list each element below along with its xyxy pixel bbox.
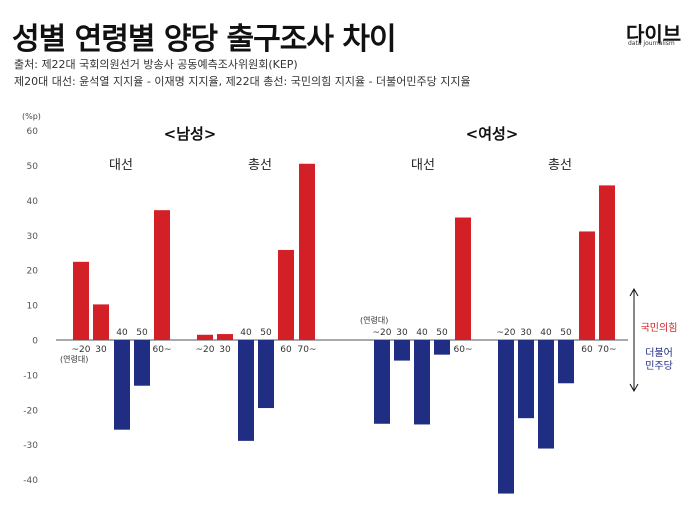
category-label: ~20	[196, 345, 215, 355]
panel-title: <남성>	[164, 125, 217, 143]
bar	[518, 340, 534, 419]
group-label: 대선	[109, 158, 133, 173]
bar	[374, 340, 390, 424]
category-label: 40	[240, 328, 252, 338]
category-label: 40	[116, 328, 128, 338]
category-label: ~20	[497, 328, 516, 338]
category-label: 60	[280, 345, 292, 355]
bar	[579, 231, 595, 340]
y-tick-label: -40	[23, 476, 38, 486]
y-tick-label: -30	[23, 441, 38, 451]
bar	[299, 163, 315, 340]
age-group-label: (연령대)	[60, 355, 88, 364]
category-label: 60	[581, 345, 593, 355]
bar	[434, 340, 450, 355]
y-tick-label: -20	[23, 406, 38, 416]
panel-title: <여성>	[466, 125, 519, 143]
bar	[455, 217, 471, 340]
bar	[217, 334, 233, 340]
category-label: 50	[560, 328, 572, 338]
bar	[538, 340, 554, 449]
y-tick-label: 10	[27, 302, 39, 312]
category-label: 60~	[153, 345, 172, 355]
y-tick-label: 0	[32, 337, 38, 347]
bar	[414, 340, 430, 425]
bar	[599, 185, 615, 340]
bar	[394, 340, 410, 361]
category-label: 40	[416, 328, 428, 338]
bar	[134, 340, 150, 386]
y-tick-label: 50	[27, 162, 39, 172]
y-tick-label: 60	[27, 127, 39, 137]
legend-negative-label: 민주당	[645, 360, 673, 372]
category-label: 50	[436, 328, 448, 338]
bar	[73, 261, 89, 340]
group-label: 총선	[248, 158, 272, 173]
y-tick-label: 20	[27, 267, 39, 277]
bar	[154, 210, 170, 340]
bar	[498, 340, 514, 494]
brand-logo-sub: data journalism	[628, 40, 675, 47]
category-label: 50	[136, 328, 148, 338]
category-label: 50	[260, 328, 272, 338]
bar	[238, 340, 254, 441]
page-title: 성별 연령별 양당 출구조사 차이	[12, 22, 397, 57]
source-note: 출처: 제22대 국회의원선거 방송사 공동예측조사위원회(KEP)	[14, 58, 298, 71]
category-label: 30	[95, 345, 107, 355]
metric-note: 제20대 대선: 윤석열 지지율 - 이재명 지지율, 제22대 총선: 국민의…	[14, 75, 471, 88]
category-label: ~20	[72, 345, 91, 355]
category-label: 70~	[298, 345, 317, 355]
y-tick-label: 40	[27, 197, 39, 207]
category-label: 30	[520, 328, 532, 338]
brand-logo: 다이브	[626, 22, 682, 46]
y-axis-unit-label: (%p)	[22, 112, 41, 121]
legend-positive-label: 국민의힘	[641, 322, 678, 334]
category-label: 40	[540, 328, 552, 338]
y-tick-label: -10	[23, 371, 38, 381]
legend-negative-label: 더불어	[645, 347, 673, 359]
category-label: 70~	[598, 345, 617, 355]
bar	[278, 249, 294, 340]
legend-arrow-down-head	[629, 383, 639, 393]
category-label: 60~	[454, 345, 473, 355]
bar	[197, 334, 213, 340]
age-group-label: (연령대)	[360, 316, 388, 325]
category-label: 30	[396, 328, 408, 338]
group-label: 대선	[411, 158, 435, 173]
bar	[258, 340, 274, 409]
group-label: 총선	[548, 158, 572, 173]
category-label: ~20	[373, 328, 392, 338]
legend-arrow-up-head	[629, 287, 639, 297]
bar	[114, 340, 130, 430]
bar	[558, 340, 574, 384]
bar	[93, 304, 109, 340]
category-label: 30	[219, 345, 231, 355]
y-tick-label: 30	[27, 232, 39, 242]
